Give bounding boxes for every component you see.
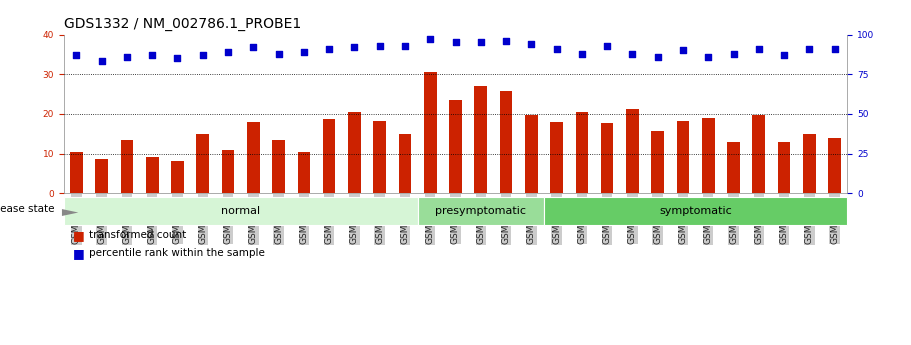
Point: [777, 52, 792, 58]
Point: [498, 38, 513, 43]
Point: [599, 43, 614, 48]
Point: [170, 56, 185, 61]
Point: [119, 54, 134, 59]
Bar: [221, 150, 234, 193]
Bar: [828, 138, 841, 193]
Bar: [322, 119, 335, 193]
Point: [196, 52, 210, 58]
Point: [448, 40, 463, 45]
Bar: [727, 142, 740, 193]
Point: [575, 51, 589, 56]
Bar: [803, 134, 815, 193]
Point: [474, 40, 488, 45]
Point: [827, 46, 842, 51]
Text: ■: ■: [73, 229, 85, 242]
Bar: [120, 140, 133, 193]
Bar: [298, 151, 310, 193]
Point: [726, 51, 741, 56]
Text: ■: ■: [73, 247, 85, 260]
Point: [322, 46, 336, 51]
Point: [524, 41, 538, 47]
Point: [220, 49, 235, 55]
Bar: [525, 115, 537, 193]
Bar: [247, 122, 260, 193]
Point: [423, 37, 437, 42]
Point: [752, 46, 766, 51]
Text: normal: normal: [221, 206, 261, 216]
Bar: [272, 140, 285, 193]
Text: percentile rank within the sample: percentile rank within the sample: [89, 248, 265, 258]
Point: [145, 52, 159, 58]
Bar: [677, 121, 690, 193]
Point: [625, 51, 640, 56]
Point: [701, 54, 715, 59]
Bar: [626, 109, 639, 193]
Point: [549, 46, 564, 51]
Text: presymptomatic: presymptomatic: [435, 206, 527, 216]
Point: [373, 43, 387, 48]
Point: [69, 52, 84, 58]
Bar: [70, 152, 83, 193]
Bar: [96, 159, 108, 193]
Bar: [374, 121, 386, 193]
Point: [246, 45, 261, 50]
Bar: [197, 135, 210, 193]
Bar: [171, 161, 184, 193]
Text: symptomatic: symptomatic: [660, 206, 732, 216]
Bar: [424, 72, 436, 193]
Point: [297, 49, 312, 55]
Bar: [752, 115, 765, 193]
Bar: [500, 91, 512, 193]
Bar: [146, 157, 159, 193]
Bar: [576, 112, 589, 193]
Point: [95, 59, 109, 64]
Point: [650, 54, 665, 59]
Bar: [651, 130, 664, 193]
Bar: [601, 122, 613, 193]
Point: [347, 45, 362, 50]
Text: GDS1332 / NM_002786.1_PROBE1: GDS1332 / NM_002786.1_PROBE1: [64, 17, 301, 31]
Text: disease state: disease state: [0, 204, 55, 214]
Text: transformed count: transformed count: [89, 230, 187, 240]
Point: [271, 51, 286, 56]
Bar: [475, 86, 487, 193]
Point: [676, 48, 691, 53]
Bar: [449, 100, 462, 193]
Bar: [550, 122, 563, 193]
Bar: [399, 135, 411, 193]
Bar: [701, 118, 714, 193]
Bar: [778, 142, 791, 193]
Point: [398, 43, 413, 48]
Point: [802, 46, 816, 51]
Bar: [348, 112, 361, 193]
